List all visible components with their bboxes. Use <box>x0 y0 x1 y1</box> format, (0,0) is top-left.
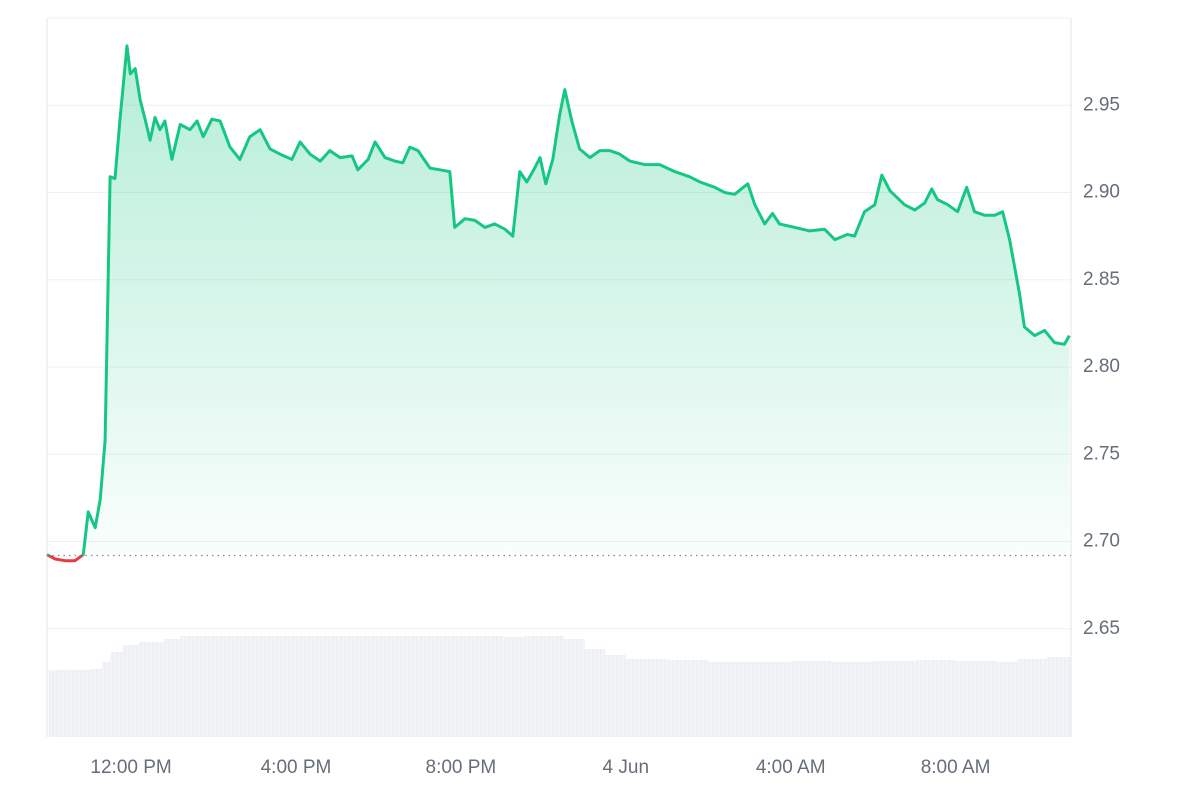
volume-bar <box>625 659 668 737</box>
x-tick-label: 8:00 AM <box>921 757 991 778</box>
volume-bar <box>89 669 103 737</box>
y-tick-label: 2.80 <box>1083 356 1120 377</box>
y-tick-label: 2.95 <box>1083 94 1120 115</box>
y-tick-label: 2.90 <box>1083 182 1120 203</box>
price-area <box>47 45 1070 556</box>
x-tick-label: 4 Jun <box>603 757 649 778</box>
y-tick-label: 2.75 <box>1083 443 1120 464</box>
volume-bar <box>749 662 791 737</box>
volume-bar <box>543 636 564 737</box>
volume-bar <box>955 661 997 737</box>
volume-bar <box>164 639 181 737</box>
volume-bar <box>180 636 255 737</box>
volume-bar <box>419 636 503 737</box>
volume-bar <box>522 636 544 737</box>
volume-bar <box>102 662 111 737</box>
y-tick-label: 2.85 <box>1083 269 1120 290</box>
volume-bar <box>1017 659 1047 737</box>
volume-bar <box>110 652 123 737</box>
volume-bar <box>667 660 709 737</box>
x-tick-label: 12:00 PM <box>90 757 171 778</box>
x-tick-label: 8:00 PM <box>426 757 497 778</box>
volume-bar <box>502 637 523 737</box>
x-tick-label: 4:00 AM <box>756 757 826 778</box>
y-tick-label: 2.70 <box>1083 531 1120 552</box>
volume-bar <box>69 670 90 737</box>
x-tick-label: 4:00 PM <box>261 757 332 778</box>
y-tick-label: 2.65 <box>1083 618 1120 639</box>
price-line <box>46 44 1071 556</box>
